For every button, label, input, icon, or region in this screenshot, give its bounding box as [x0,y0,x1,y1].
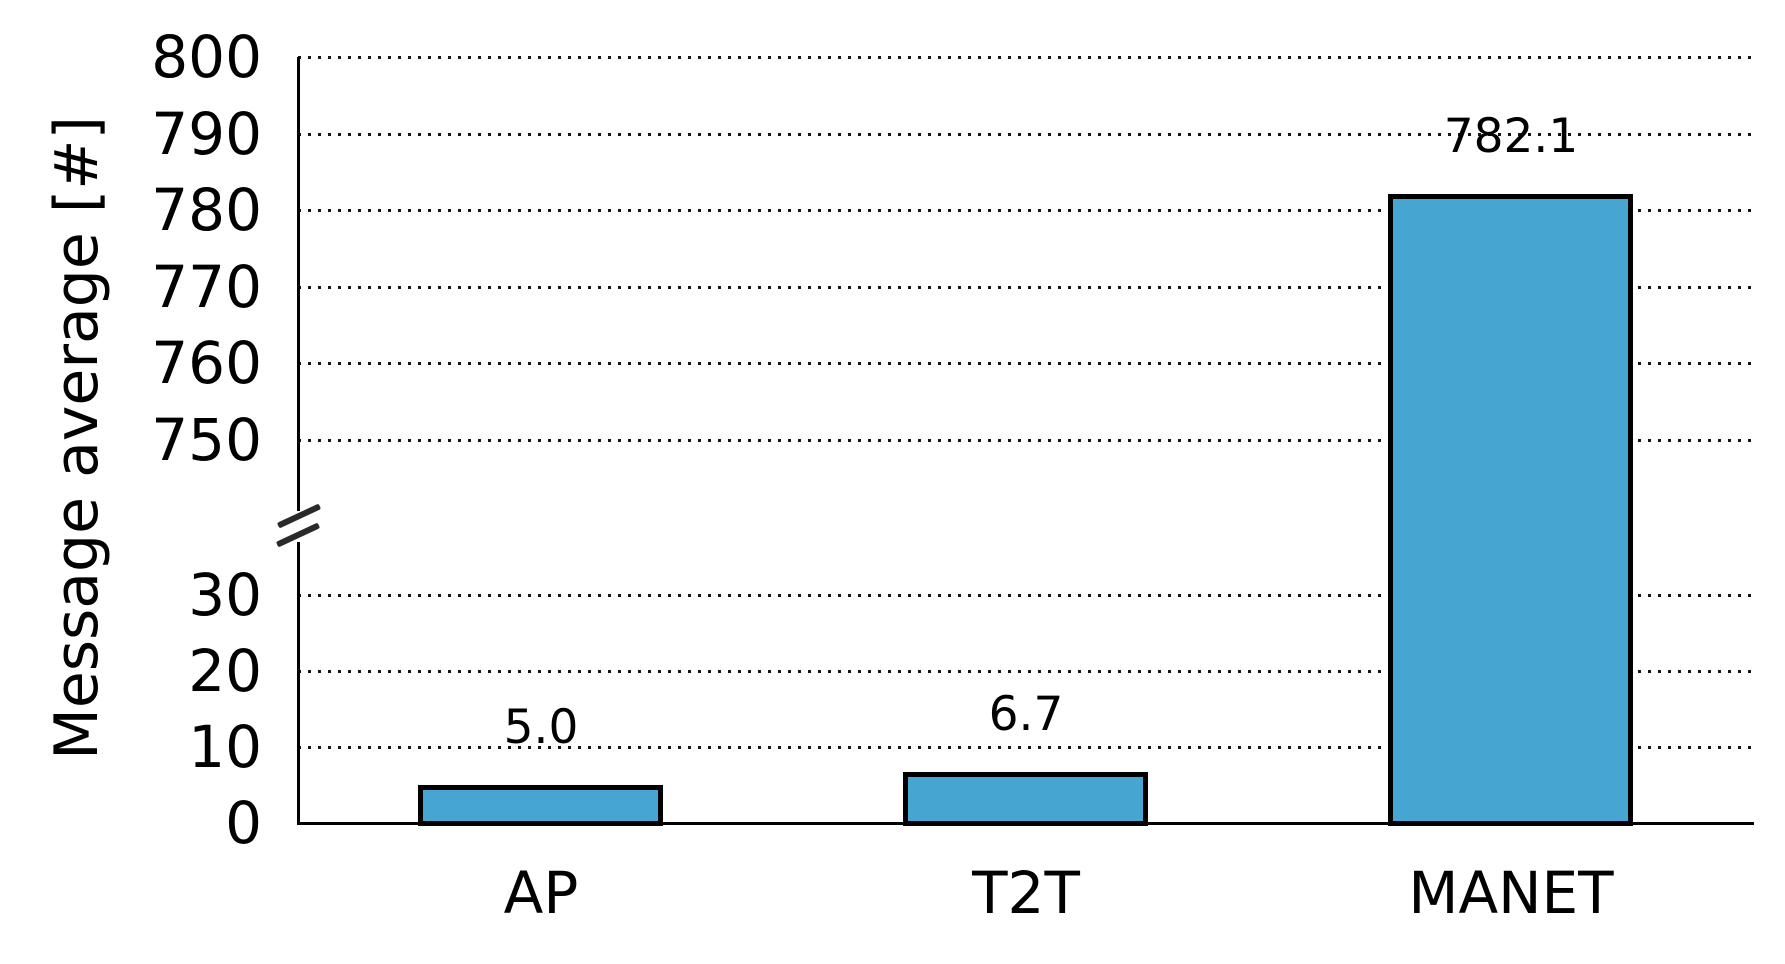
y-tick-label-20: 20 [188,637,262,705]
y-tick-label-770: 770 [151,253,262,321]
x-axis-line [297,822,1754,825]
bar-ap [418,785,663,826]
bar-value-label-ap: 5.0 [503,700,579,755]
gridline-y-780 [298,209,1753,212]
bar-value-label-t2t: 6.7 [988,687,1064,742]
y-tick-label-800: 800 [151,23,262,91]
bar-manet [1388,194,1633,826]
gridline-y-760 [298,362,1753,365]
gridline-y-790 [298,133,1753,136]
y-tick-label-780: 780 [151,176,262,244]
gridline-y-20 [298,670,1753,673]
y-axis-line [297,57,300,825]
y-tick-label-750: 750 [151,406,262,474]
bar-value-label-manet: 782.1 [1443,109,1579,164]
y-tick-label-760: 760 [151,329,262,397]
x-category-label-t2t: T2T [972,859,1080,927]
y-tick-label-10: 10 [188,713,262,781]
x-category-label-manet: MANET [1408,859,1614,927]
x-category-label-ap: AP [503,859,579,927]
bar-t2t [903,772,1148,826]
gridline-y-30 [298,594,1753,597]
y-tick-label-30: 30 [188,561,262,629]
gridline-y-770 [298,286,1753,289]
gridline-y-750 [298,439,1753,442]
y-tick-label-790: 790 [151,100,262,168]
gridline-y-10 [298,746,1753,749]
y-tick-label-0: 0 [225,789,262,857]
gridline-y-800 [298,56,1753,59]
